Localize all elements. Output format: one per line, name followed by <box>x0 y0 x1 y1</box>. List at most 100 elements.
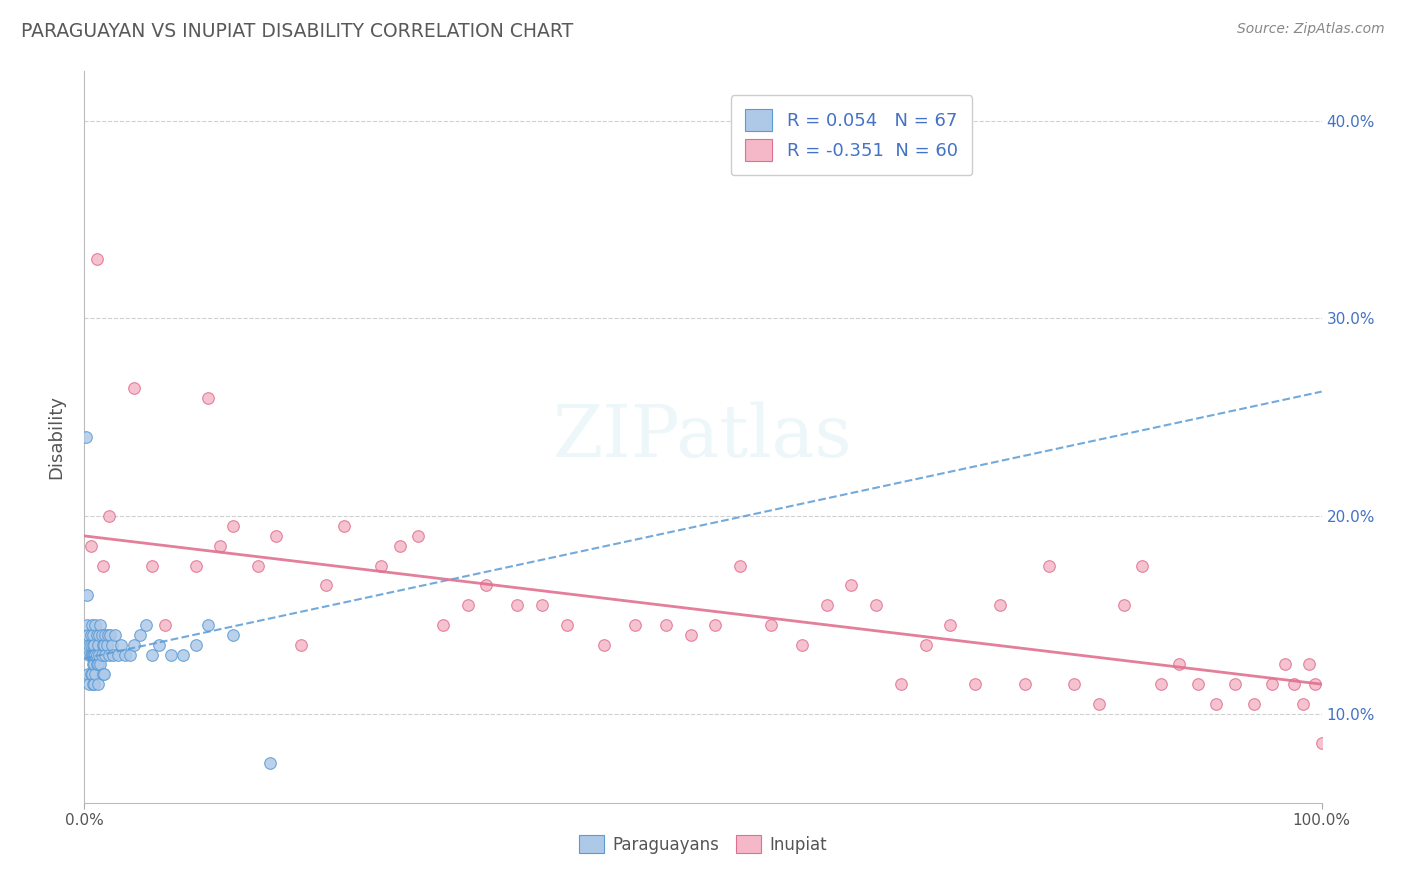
Point <box>97 628 120 642</box>
Point <box>84 648 107 662</box>
Point <box>1187 677 1209 691</box>
Point <box>96 638 118 652</box>
Point <box>79 648 101 662</box>
Point <box>82 657 104 672</box>
Point <box>1243 697 1265 711</box>
Point <box>1298 657 1320 672</box>
Point <box>141 558 163 573</box>
Point <box>90 648 112 662</box>
Point <box>107 648 129 662</box>
Point <box>555 618 578 632</box>
Point <box>197 391 219 405</box>
Y-axis label: Disability: Disability <box>48 395 66 479</box>
Point <box>728 558 751 573</box>
Point <box>79 648 101 662</box>
Point <box>259 756 281 771</box>
Point <box>1205 697 1227 711</box>
Point <box>75 430 97 444</box>
Point <box>79 638 101 652</box>
Point <box>1112 598 1135 612</box>
Point <box>83 648 105 662</box>
Point <box>93 667 115 681</box>
Point <box>1063 677 1085 691</box>
Point <box>333 519 356 533</box>
Point <box>87 657 110 672</box>
Point <box>76 588 98 602</box>
Point <box>890 677 912 691</box>
Point <box>1088 697 1111 711</box>
Point <box>129 628 152 642</box>
Point <box>101 648 124 662</box>
Point <box>91 638 114 652</box>
Point <box>1292 697 1315 711</box>
Point <box>475 578 498 592</box>
Point <box>79 667 101 681</box>
Point <box>135 618 157 632</box>
Point <box>120 648 142 662</box>
Point <box>94 628 117 642</box>
Point <box>86 657 108 672</box>
Point <box>1305 677 1327 691</box>
Point <box>79 539 101 553</box>
Point <box>160 648 183 662</box>
Point <box>865 598 887 612</box>
Point <box>89 648 111 662</box>
Point <box>86 628 108 642</box>
Point <box>290 638 312 652</box>
Point <box>90 628 112 642</box>
Point <box>1168 657 1191 672</box>
Point <box>86 252 108 267</box>
Text: Source: ZipAtlas.com: Source: ZipAtlas.com <box>1237 22 1385 37</box>
Point <box>222 628 245 642</box>
Point <box>939 618 962 632</box>
Point <box>83 657 105 672</box>
Point <box>1274 657 1296 672</box>
Point <box>988 598 1011 612</box>
Point <box>122 381 145 395</box>
Point <box>1284 677 1306 691</box>
Point <box>264 529 287 543</box>
Point <box>82 677 104 691</box>
Point <box>114 648 136 662</box>
Point <box>790 638 813 652</box>
Point <box>91 558 114 573</box>
Point <box>89 618 111 632</box>
Point <box>759 618 782 632</box>
Point <box>82 628 104 642</box>
Point <box>80 648 103 662</box>
Legend: Paraguayans, Inupiat: Paraguayans, Inupiat <box>572 829 834 860</box>
Point <box>79 638 101 652</box>
Point <box>593 638 616 652</box>
Point <box>1310 737 1333 751</box>
Point <box>1014 677 1036 691</box>
Text: PARAGUAYAN VS INUPIAT DISABILITY CORRELATION CHART: PARAGUAYAN VS INUPIAT DISABILITY CORRELA… <box>21 22 574 41</box>
Point <box>655 618 678 632</box>
Point <box>87 677 110 691</box>
Point <box>77 628 100 642</box>
Point <box>100 638 122 652</box>
Point <box>432 618 454 632</box>
Point <box>246 558 269 573</box>
Point <box>94 648 117 662</box>
Point <box>965 677 987 691</box>
Point <box>110 638 132 652</box>
Point <box>222 519 245 533</box>
Point <box>83 638 105 652</box>
Point <box>531 598 554 612</box>
Point <box>93 638 115 652</box>
Point <box>91 667 114 681</box>
Point <box>1038 558 1060 573</box>
Point <box>84 618 107 632</box>
Point <box>82 638 104 652</box>
Point <box>370 558 392 573</box>
Point <box>79 677 101 691</box>
Point <box>315 578 337 592</box>
Point <box>1223 677 1246 691</box>
Point <box>82 648 104 662</box>
Point <box>679 628 702 642</box>
Point <box>1261 677 1284 691</box>
Point <box>77 667 100 681</box>
Point <box>624 618 647 632</box>
Point <box>86 648 108 662</box>
Point <box>89 657 111 672</box>
